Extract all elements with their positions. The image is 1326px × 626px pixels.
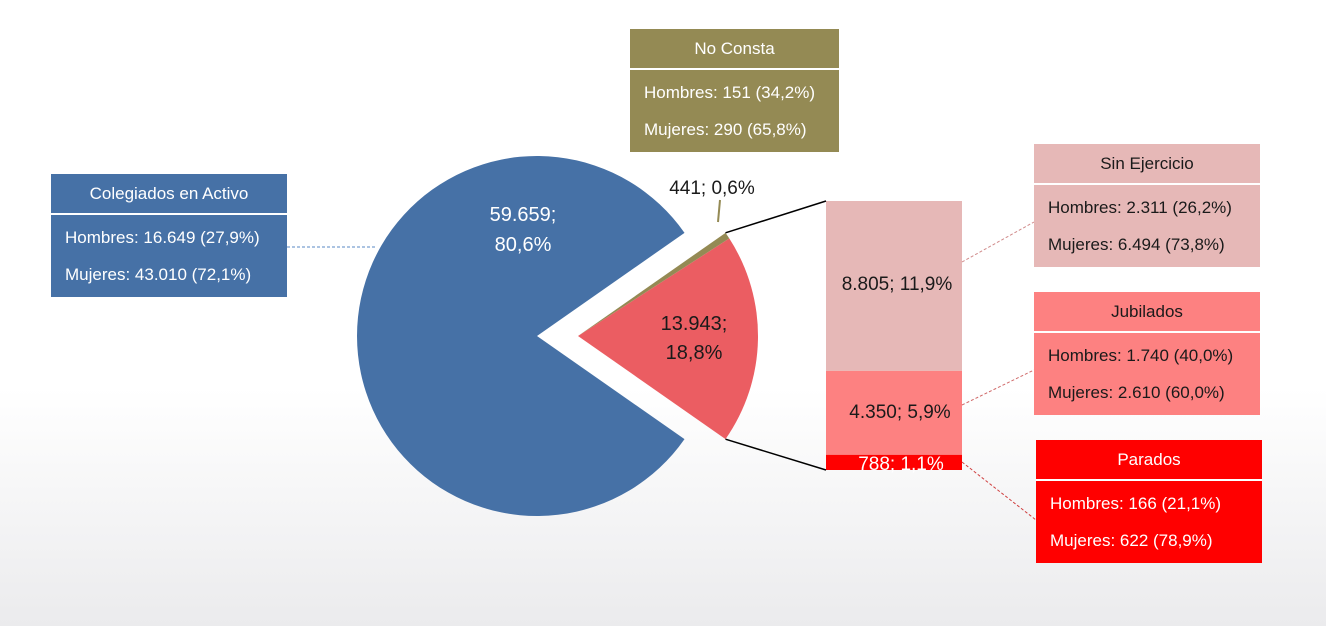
- data-label-colegiados-percent: 80,6%: [495, 234, 552, 256]
- callout-hombres: Hombres: 16.649 (27,9%): [65, 228, 260, 247]
- pie-slice-no-consta: [578, 232, 730, 336]
- callout-title: No Consta: [694, 39, 775, 58]
- data-label-no-ejercientes-percent: 18,8%: [666, 342, 723, 364]
- callout-no-consta: No Consta Hombres: 151 (34,2%) Mujeres: …: [630, 29, 839, 152]
- callout-parados: Parados Hombres: 166 (21,1%) Mujeres: 62…: [1036, 440, 1262, 563]
- callout-title: Parados: [1117, 450, 1181, 469]
- bar-segment-2: [826, 454, 962, 470]
- data-label-no-ejercientes-value: 13.943;: [661, 313, 728, 335]
- data-label-no-consta: 441; 0,6%: [669, 178, 755, 199]
- bar-segment-0: [826, 201, 962, 371]
- callout-title: Jubilados: [1111, 302, 1183, 321]
- callout-sin-ejercicio: Sin Ejercicio Hombres: 2.311 (26,2%) Muj…: [1034, 144, 1260, 267]
- callout-mujeres: Mujeres: 290 (65,8%): [644, 120, 807, 139]
- callout-hombres: Hombres: 1.740 (40,0%): [1048, 346, 1234, 365]
- callout-mujeres: Mujeres: 622 (78,9%): [1050, 531, 1213, 550]
- callout-colegiados-en-activo: Colegiados en Activo Hombres: 16.649 (27…: [51, 174, 287, 297]
- callout-title: Sin Ejercicio: [1100, 154, 1194, 173]
- data-label-jubilados: 4.350; 5,9%: [849, 402, 951, 423]
- callout-title: Colegiados en Activo: [89, 184, 249, 203]
- callout-jubilados: Jubilados Hombres: 1.740 (40,0%) Mujeres…: [1034, 292, 1260, 415]
- leader-line-sin-ejercicio: [961, 221, 1035, 263]
- data-label-sin-ejercicio: 8.805; 11,9%: [842, 274, 953, 295]
- callout-mujeres: Mujeres: 43.010 (72,1%): [65, 265, 252, 284]
- callout-hombres: Hombres: 166 (21,1%): [1050, 494, 1222, 513]
- callout-hombres: Hombres: 2.311 (26,2%): [1048, 198, 1232, 217]
- leader-line-no-consta: [717, 199, 721, 223]
- connector-line-top: [725, 200, 827, 234]
- connector-line-bottom: [725, 438, 827, 471]
- pie-slice-no-ejercientes: [578, 238, 759, 440]
- leader-line-parados: [961, 461, 1037, 521]
- bar-segment-1: [826, 370, 962, 455]
- data-label-colegiados-value: 59.659;: [490, 204, 557, 226]
- callout-mujeres: Mujeres: 2.610 (60,0%): [1048, 383, 1225, 402]
- callout-mujeres: Mujeres: 6.494 (73,8%): [1048, 235, 1225, 254]
- leader-line-jubilados: [961, 369, 1035, 406]
- pie-slice-colegiados: [357, 156, 685, 516]
- data-label-parados: 788; 1,1%: [858, 454, 944, 475]
- callout-hombres: Hombres: 151 (34,2%): [644, 83, 816, 102]
